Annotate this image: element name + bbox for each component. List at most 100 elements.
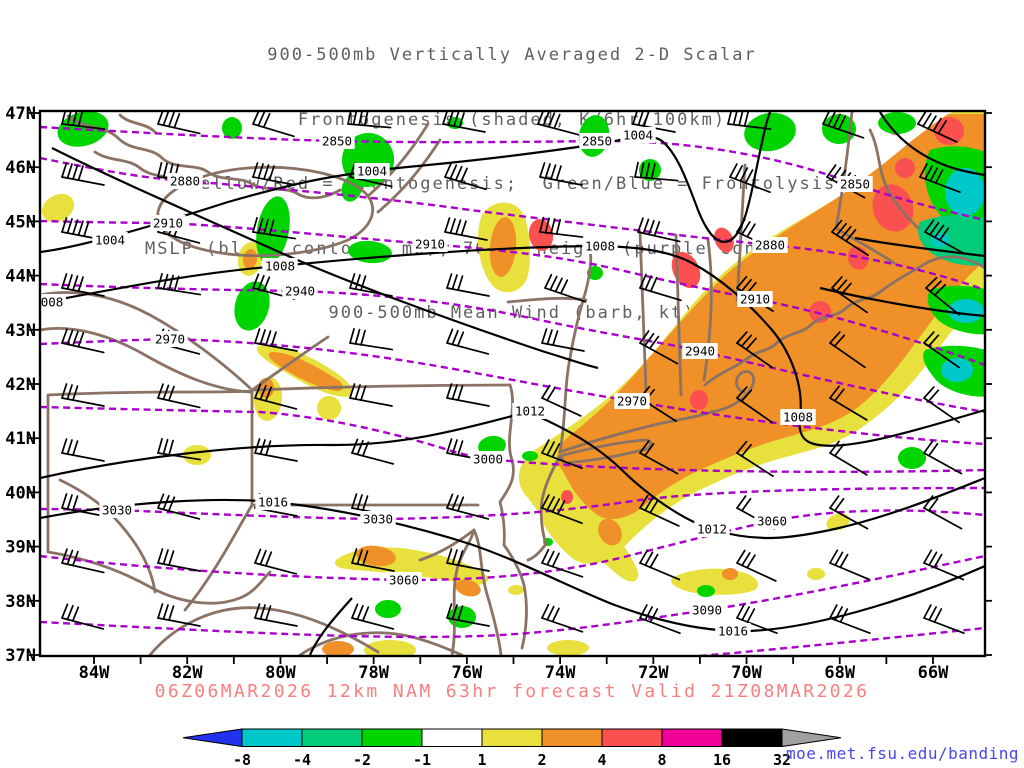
lon-axis-label: 78W <box>358 663 389 683</box>
colorbar-label: 1 <box>477 751 486 768</box>
svg-text:2940: 2940 <box>685 344 715 359</box>
colorbar-left-arrow <box>182 728 243 748</box>
colorbar-label: 16 <box>713 751 731 768</box>
wind-barb <box>919 163 961 194</box>
contour-label-1012: 1012 <box>512 403 548 419</box>
shade-red <box>872 184 914 232</box>
svg-text:2850: 2850 <box>840 177 870 192</box>
lat-axis-label: 38N <box>5 592 36 612</box>
wind-barb <box>347 111 392 129</box>
wind-barb <box>349 328 394 351</box>
shade-orange-albany <box>489 217 517 277</box>
lat-axis-label: 47N <box>5 104 36 124</box>
lon-axis-label: 82W <box>172 663 203 683</box>
lon-axis-label: 66W <box>918 663 949 683</box>
credit-link[interactable]: moe.met.fsu.edu/banding <box>786 744 1020 763</box>
lat-axis-label: 46N <box>5 158 36 178</box>
wind-barb <box>444 162 487 191</box>
wind-barb <box>157 438 202 461</box>
wind-barb <box>831 276 868 314</box>
wind-barb <box>254 383 298 410</box>
contour-label-2880: 2880 <box>752 237 788 253</box>
shade-green <box>234 281 270 331</box>
wind-barb <box>829 604 871 635</box>
contour-label-1016: 1016 <box>255 494 291 510</box>
svg-text:2850: 2850 <box>582 134 612 149</box>
wind-barb <box>349 383 393 407</box>
svg-text:1004: 1004 <box>357 164 387 179</box>
contour-label-3030: 3030 <box>99 502 135 518</box>
wind-barb <box>639 273 682 302</box>
shade-green <box>878 112 916 134</box>
wind-barb <box>349 273 393 297</box>
lat-axis-label: 45N <box>5 212 36 232</box>
lon-axis-label: 84W <box>79 663 110 683</box>
shade-orange <box>598 518 622 546</box>
svg-text:3030: 3030 <box>363 512 393 527</box>
wind-barb <box>252 111 295 138</box>
wind-barb <box>157 493 201 520</box>
wind-barb <box>539 216 584 238</box>
wind-barb <box>254 328 298 352</box>
colorbar-label: 4 <box>597 751 606 768</box>
contour-label-2910: 2910 <box>150 215 186 231</box>
wind-barb <box>544 273 587 303</box>
colorbar-segment <box>721 728 783 747</box>
contour-label-1008: 1008 <box>262 258 298 274</box>
svg-text:2970: 2970 <box>155 332 185 347</box>
shade-green <box>744 112 796 152</box>
lon-axis-label: 70W <box>731 663 762 683</box>
shade-cyan <box>945 168 985 216</box>
svg-text:1012: 1012 <box>515 404 545 419</box>
svg-text:2880: 2880 <box>170 174 200 189</box>
contour-label-1004: 1004 <box>354 163 390 179</box>
shade-orange <box>322 641 354 656</box>
mslp-contour-1016 <box>40 498 985 633</box>
mslp-contour-ne <box>879 111 985 177</box>
lat-axis-label: 44N <box>5 267 36 287</box>
mslp-contour-1020 <box>308 597 353 656</box>
wind-barb <box>831 219 869 257</box>
wind-barb <box>923 331 960 369</box>
geo-new-england-borders <box>638 163 747 397</box>
contour-label-2940: 2940 <box>682 343 718 359</box>
wind-barb <box>541 439 583 470</box>
contour-label-1012: 1012 <box>694 521 730 537</box>
axes-layer: 47N 46N 45N 44N 43N 42N 41N 40N 39N 38N 37N 84W 82W 8… <box>5 104 992 683</box>
svg-text:1004: 1004 <box>95 233 125 248</box>
shade-green <box>222 117 242 139</box>
wind-barb <box>923 604 965 635</box>
shade-green <box>697 585 715 597</box>
wind-barb <box>157 383 201 409</box>
shade-orange <box>455 579 481 597</box>
wind-barb <box>446 383 490 407</box>
wind-barb <box>254 603 298 627</box>
contour-label-2970: 2970 <box>614 393 650 409</box>
wind-barb <box>446 548 490 572</box>
svg-text:2910: 2910 <box>415 237 445 252</box>
shade-orange <box>722 568 738 580</box>
wind-barb <box>61 438 105 462</box>
wind-barb <box>829 385 868 421</box>
wind-barb <box>252 217 297 240</box>
wind-barb <box>254 438 298 462</box>
shade-red <box>690 390 708 410</box>
contour-label-3060: 3060 <box>386 572 422 588</box>
colorbar-segment <box>661 728 723 747</box>
wind-barb <box>639 549 681 581</box>
contour-label-1004: 1004 <box>92 232 128 248</box>
wind-barb <box>541 328 585 352</box>
colorbar-segment <box>421 728 483 747</box>
shade-green <box>57 111 109 147</box>
svg-text:2850: 2850 <box>322 134 352 149</box>
shade-green <box>522 451 538 461</box>
lon-axis-label: 80W <box>265 663 296 683</box>
shade-yellow <box>41 193 75 223</box>
contour-label-2880: 2880 <box>167 173 203 189</box>
contour-label-3090: 3090 <box>689 602 725 618</box>
contour-label-1008: 1008 <box>780 409 816 425</box>
map-content: 1004 1004 1004 008 1008 1008 1008 1012 1012 1016 1… <box>40 111 985 656</box>
svg-text:1008: 1008 <box>265 259 295 274</box>
wind-barb <box>446 493 490 520</box>
wind-barb <box>61 383 105 407</box>
